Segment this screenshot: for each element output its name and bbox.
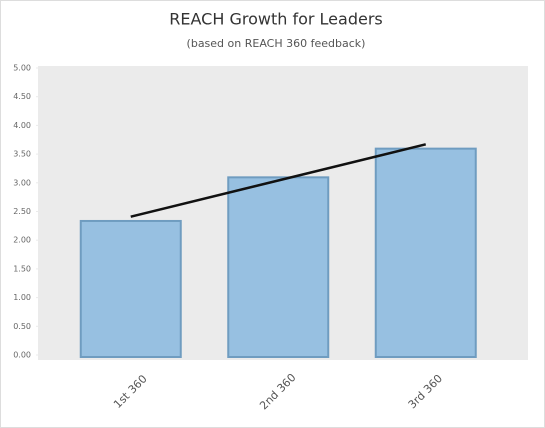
- y-tick-label: 2.50: [13, 207, 31, 216]
- y-tick-label: 0.50: [13, 322, 31, 331]
- y-tick-label: 1.00: [13, 293, 31, 302]
- y-tick-label: 0.00: [13, 351, 31, 360]
- y-tick-label: 2.00: [13, 236, 31, 245]
- y-tick-label: 4.50: [13, 92, 31, 101]
- y-tick-label: 3.50: [13, 150, 31, 159]
- chart-title: REACH Growth for Leaders: [169, 10, 382, 29]
- chart-subtitle: (based on REACH 360 feedback): [187, 37, 366, 50]
- y-tick-label: 5.00: [13, 64, 31, 73]
- trendline: [130, 143, 427, 218]
- y-tick-label: 4.00: [13, 121, 31, 130]
- bar: [374, 147, 477, 358]
- bar: [227, 176, 330, 358]
- bar: [79, 219, 182, 358]
- y-tick-label: 1.50: [13, 264, 31, 273]
- y-tick-label: 3.00: [13, 178, 31, 187]
